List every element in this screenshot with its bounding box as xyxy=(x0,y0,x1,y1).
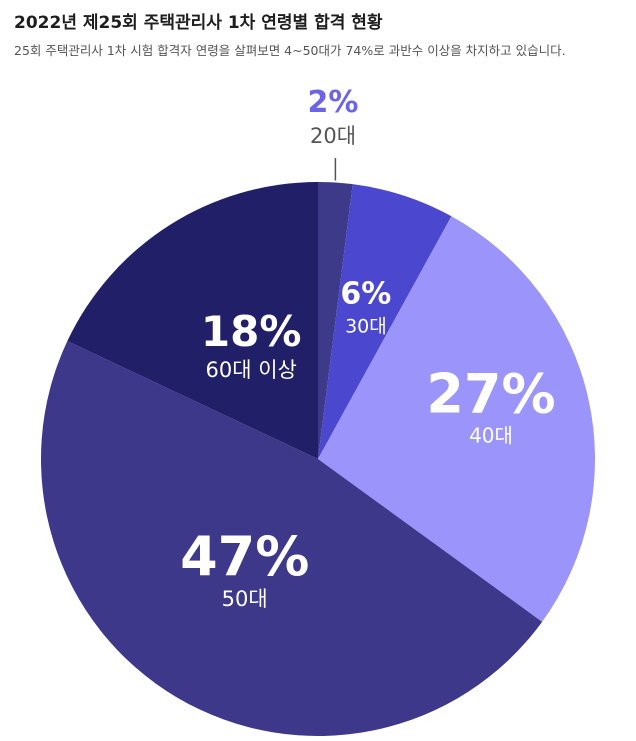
pie-slice-5 xyxy=(67,182,318,459)
slice-percent-label: 27% xyxy=(426,362,555,425)
slice-percent-label: 2% xyxy=(308,85,359,120)
slice-category-label: 50대 xyxy=(222,587,268,611)
slice-percent-label: 18% xyxy=(201,307,302,356)
slice-percent-label: 6% xyxy=(340,277,391,312)
pie-slice-4 xyxy=(40,341,543,737)
chart-subtitle: 25회 주택관리사 1차 시험 합격자 연령을 살펴보면 4~50대가 74%로… xyxy=(14,43,566,58)
slice-percent-label: 47% xyxy=(180,525,309,588)
slice-category-label: 30대 xyxy=(345,316,387,338)
slice-category-label: 20대 xyxy=(310,124,356,148)
pie-slice-3 xyxy=(318,216,596,622)
chart-title: 2022년 제25회 주택관리사 1차 연령별 합격 현황 xyxy=(14,13,383,33)
slice-category-label: 40대 xyxy=(469,423,513,447)
slice-category-label: 60대 이상 xyxy=(206,358,297,382)
pie-slice-1 xyxy=(318,182,353,459)
pie-slice-2 xyxy=(318,184,452,459)
